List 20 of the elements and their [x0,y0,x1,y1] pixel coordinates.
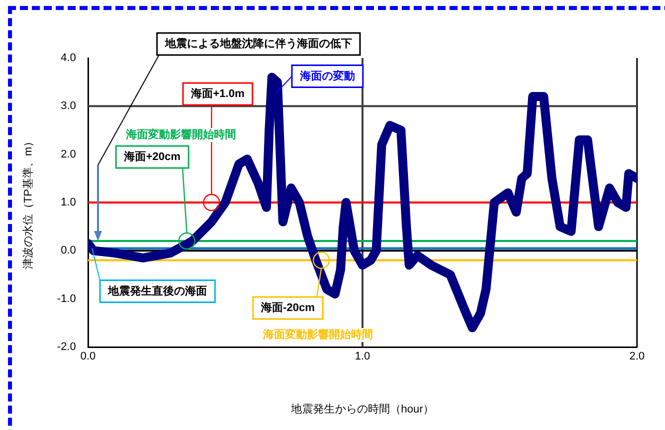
x-axis-title: 地震発生からの時間（hour） [290,402,434,416]
y-tick-label: 0.0 [60,244,76,257]
annotation: 海面変動影響開始時間 [125,128,236,142]
annotation: 海面+1.0m [190,87,245,100]
x-tick-label: 1.0 [354,350,370,363]
y-tick-label: 4.0 [60,52,76,64]
x-tick-label: 0.0 [80,350,96,363]
text: 地震による地盤沈降に伴う海面の低下 [164,37,352,50]
annotation: 海面+20cm [123,150,181,164]
y-tick-label: -1.0 [57,292,76,305]
x-tick-label: 2.0 [629,350,645,363]
y-tick-label: 2.0 [60,148,76,160]
y-axis-title: 津波の水位（TP基準、m） [22,136,35,270]
annotation: 海面変動影響開始時間 [262,328,373,342]
y-tick-label: 1.0 [60,196,76,209]
text: 海面の変動 [298,69,355,82]
y-tick-label: 3.0 [60,100,76,112]
y-tick-label: -2.0 [57,341,76,354]
ref-line-label: 地震発生直後の海面 [107,284,207,298]
annotation: 海面-20cm [260,301,316,314]
